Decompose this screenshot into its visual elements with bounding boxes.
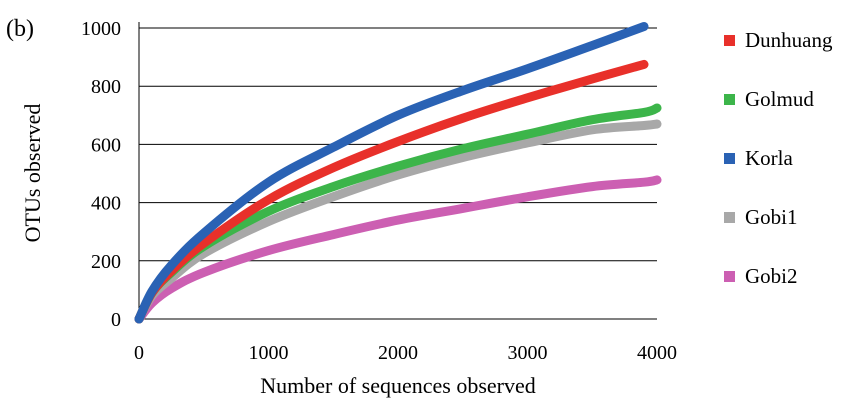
x-tick-label-4: 4000 <box>637 342 677 364</box>
series-line-gobi2 <box>134 175 662 324</box>
y-tick-label-1: 200 <box>91 251 121 273</box>
legend-swatch-dunhuang <box>724 35 735 46</box>
axes <box>138 22 657 320</box>
legend: Dunhuang Golmud Korla Gobi1 Gobi2 <box>724 28 833 288</box>
legend-swatch-gobi2 <box>724 271 735 282</box>
y-tick-label-2: 400 <box>91 193 121 215</box>
x-tick-label-2: 2000 <box>378 342 418 364</box>
legend-label-korla: Korla <box>745 146 793 170</box>
x-tick-label-0: 0 <box>134 342 144 364</box>
legend-label-gobi1: Gobi1 <box>745 205 798 229</box>
series-line-korla <box>134 22 649 324</box>
y-tick-label-4: 800 <box>91 76 121 98</box>
x-tick-label-1: 1000 <box>249 342 289 364</box>
legend-swatch-gobi1 <box>724 212 735 223</box>
tick-labels: 0 200 400 600 800 1000 0 1000 2000 3000 4000 <box>81 18 677 364</box>
x-tick-label-3: 3000 <box>508 342 548 364</box>
legend-swatch-golmud <box>724 94 735 105</box>
legend-label-dunhuang: Dunhuang <box>745 28 833 52</box>
legend-swatch-korla <box>724 153 735 164</box>
y-tick-label-0: 0 <box>111 309 121 331</box>
legend-label-golmud: Golmud <box>745 87 814 111</box>
panel-label: (b) <box>6 16 34 42</box>
legend-label-gobi2: Gobi2 <box>745 264 798 288</box>
series-layer <box>134 22 662 324</box>
y-axis-title: OTUs observed <box>20 104 45 243</box>
x-axis-title: Number of sequences observed <box>260 373 536 398</box>
y-tick-label-5: 1000 <box>81 18 121 40</box>
y-tick-label-3: 600 <box>91 134 121 156</box>
